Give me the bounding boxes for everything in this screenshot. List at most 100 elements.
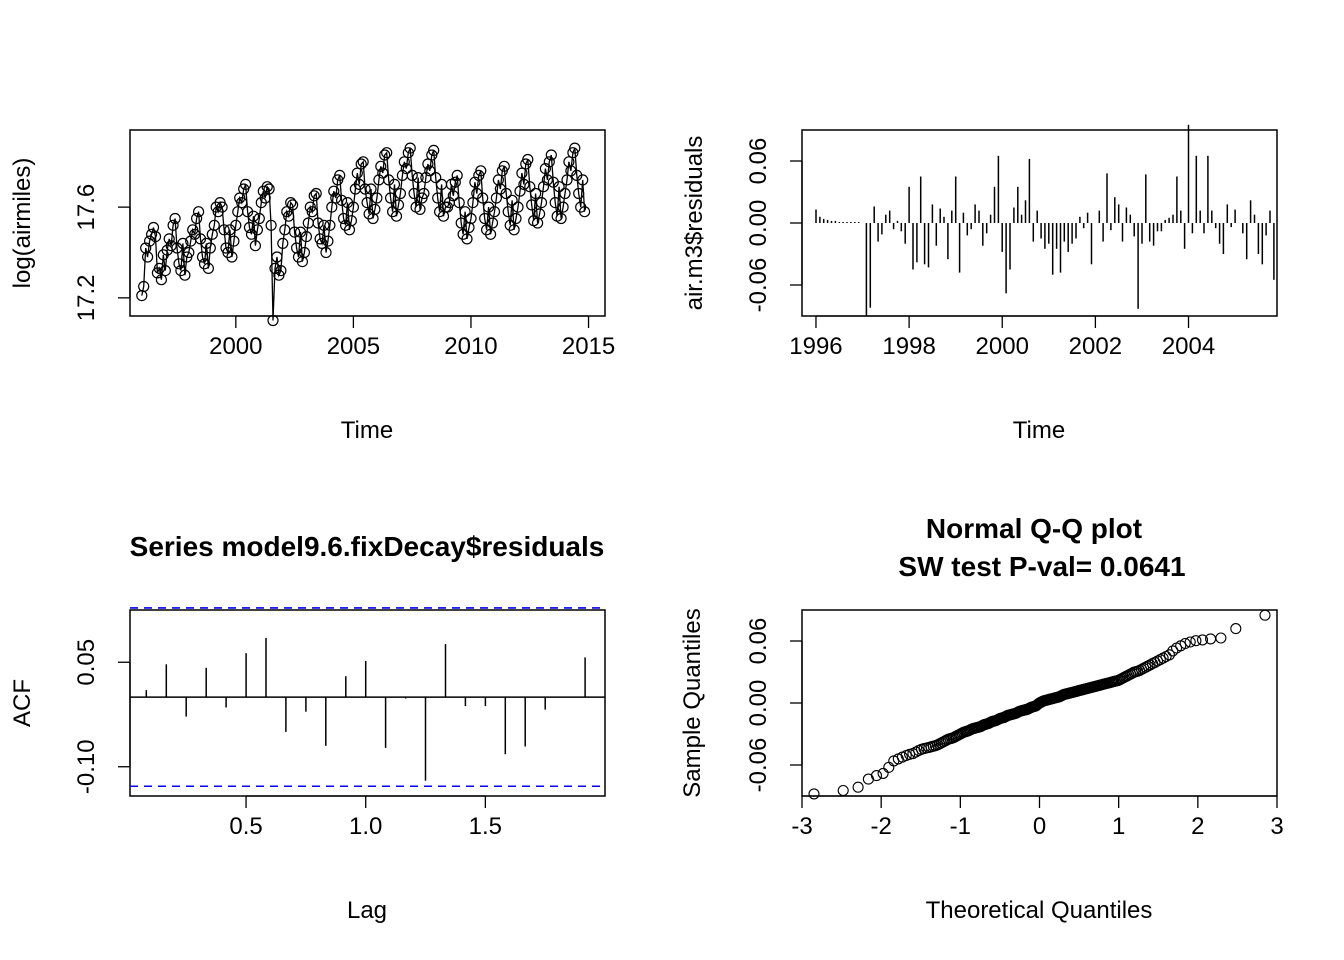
y-axis-label: air.m3$residuals	[681, 136, 708, 311]
data-point	[533, 208, 546, 220]
data-point	[369, 203, 381, 215]
data-point	[300, 231, 312, 243]
data-point	[359, 183, 371, 195]
data-point	[142, 251, 154, 263]
data-point	[265, 219, 277, 231]
qq-point	[837, 784, 849, 797]
data-point	[320, 246, 332, 259]
series-line	[136, 142, 591, 327]
y-tick-label: -0.06	[745, 738, 772, 793]
data-point	[173, 258, 185, 270]
y-axis: -0.06 0.00 0.06	[745, 618, 803, 793]
data-point	[524, 181, 536, 193]
data-point	[371, 192, 383, 204]
qq-point	[852, 781, 864, 793]
data-point	[424, 165, 436, 177]
data-point	[541, 174, 554, 186]
data-point	[569, 142, 581, 154]
data-point	[561, 174, 573, 186]
x-axis-label: Lag	[347, 897, 387, 924]
y-tick-label: 17.6	[73, 184, 100, 231]
data-point	[298, 246, 310, 259]
data-point	[308, 190, 320, 202]
qq-point	[883, 761, 895, 773]
y-tick-label: -0.06	[745, 258, 772, 313]
y-axis-label: log(airmiles)	[9, 158, 36, 289]
data-point	[578, 206, 591, 218]
data-point	[204, 242, 216, 254]
data-point	[555, 212, 567, 225]
data-point	[498, 160, 510, 172]
data-point	[522, 153, 534, 166]
x-tick-label: 2000	[209, 333, 262, 360]
x-tick-label: -1	[950, 813, 971, 840]
data-point	[306, 206, 318, 218]
x-tick-label: 1998	[882, 333, 935, 360]
data-point	[486, 217, 499, 229]
data-point	[322, 235, 334, 247]
acf-bars	[130, 607, 605, 788]
x-axis: 0.5 1.0 1.5	[229, 795, 502, 840]
panel-log-airmiles: 2000 2005 2010 2015 17.2 17.6 Time log(airmi…	[9, 129, 615, 444]
data-point	[418, 187, 430, 200]
qq-point	[1167, 645, 1179, 657]
qq-point	[808, 788, 820, 800]
x-tick-label: 2010	[444, 333, 497, 360]
qq-point	[1230, 623, 1242, 635]
qq-point	[1179, 637, 1191, 650]
data-point	[336, 194, 348, 206]
data-point	[388, 178, 401, 190]
data-point	[153, 262, 165, 274]
series-path	[141, 147, 586, 321]
data-point	[155, 274, 167, 286]
qq-point	[870, 770, 883, 782]
x-axis-label: Time	[341, 417, 393, 444]
data-point	[196, 251, 209, 263]
data-point	[138, 280, 150, 293]
data-point	[251, 224, 263, 236]
data-point	[502, 206, 514, 218]
x-axis: -3 -2 -1 0 1 2 3	[791, 795, 1284, 840]
x-axis: 2000 2005 2010 2015	[209, 315, 615, 360]
data-point	[351, 167, 363, 179]
data-point	[400, 163, 412, 175]
data-point	[287, 199, 299, 211]
qq-point	[1184, 636, 1196, 648]
y-tick-label: 17.2	[73, 274, 100, 321]
data-point	[165, 240, 177, 252]
data-point	[334, 169, 346, 181]
data-point	[535, 197, 548, 209]
x-tick-label: 2000	[976, 333, 1029, 360]
y-tick-label: 0.05	[73, 639, 100, 686]
plot-frame	[129, 129, 606, 317]
data-point	[318, 219, 330, 231]
x-tick-label: 2002	[1069, 333, 1122, 360]
x-tick-label: 1	[1112, 813, 1125, 840]
data-point	[385, 192, 397, 204]
data-point	[267, 314, 279, 327]
x-tick-label: -2	[870, 813, 891, 840]
data-point	[230, 219, 242, 231]
data-point	[577, 174, 589, 186]
panel-acf: Series model9.6.fixDecay$residuals 0.5 1.…	[9, 531, 606, 924]
data-point	[514, 185, 526, 197]
data-point	[406, 169, 418, 181]
data-point	[477, 192, 489, 204]
qq-point	[1259, 609, 1271, 621]
data-point	[381, 147, 393, 159]
data-point	[529, 187, 542, 200]
data-point	[398, 156, 410, 168]
data-point	[377, 167, 389, 179]
data-point	[277, 237, 289, 249]
data-point	[357, 156, 369, 168]
data-point	[461, 233, 473, 245]
data-point	[469, 176, 481, 188]
y-tick-label: 0.06	[745, 618, 772, 665]
data-point	[310, 187, 322, 200]
panel-residuals: 1996 1998 2000 2002 2004 -0.060.000.06 Time …	[681, 124, 1278, 444]
data-point	[218, 224, 230, 236]
qq-point	[1215, 632, 1227, 644]
qq-point	[1190, 635, 1202, 647]
data-point	[537, 181, 550, 193]
data-point	[169, 212, 181, 225]
